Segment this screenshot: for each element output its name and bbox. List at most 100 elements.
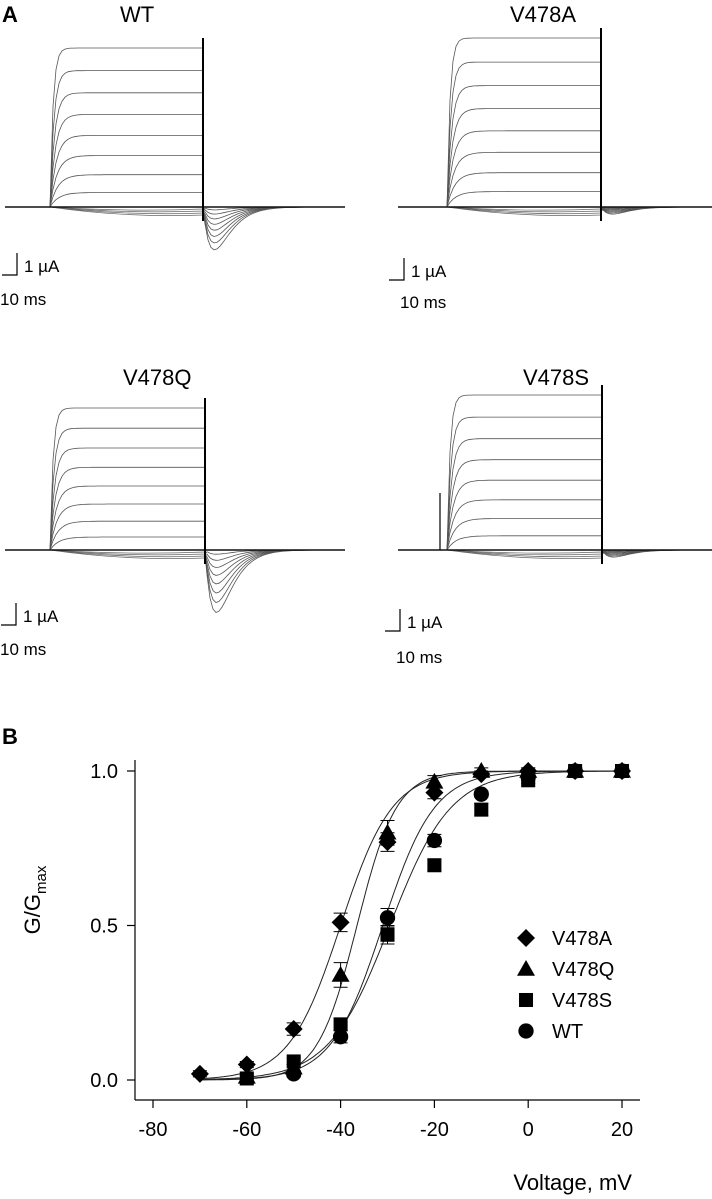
panel-a-letter: A (2, 2, 18, 27)
current-trace (5, 536, 345, 556)
inward-trace (49, 206, 204, 215)
inward-trace (49, 549, 206, 554)
data-point (378, 823, 397, 840)
current-trace (5, 447, 345, 594)
current-trace (398, 191, 711, 212)
current-trace (398, 479, 712, 556)
inward-trace (446, 549, 603, 559)
data-point (239, 1071, 254, 1086)
current-trace (5, 485, 345, 576)
current-trace (5, 70, 343, 244)
inward-trace (49, 549, 206, 559)
data-point (380, 927, 395, 942)
scale-time-label: 10 ms (0, 640, 46, 659)
scale-current-label: 1 µA (407, 613, 443, 632)
legend-marker-v478q (517, 960, 535, 976)
current-trace (398, 499, 712, 556)
trace-title: WT (120, 2, 154, 27)
data-point (425, 772, 444, 789)
inward-trace (49, 549, 206, 556)
current-trace (398, 85, 711, 213)
data-point (237, 1055, 256, 1074)
current-trace (398, 151, 711, 213)
data-point (332, 1029, 349, 1045)
x-tick-label: 0 (523, 1119, 534, 1141)
inward-trace (49, 549, 206, 558)
y-axis-label: G/Gmax (20, 865, 50, 934)
data-point (472, 762, 491, 778)
trace-panel-wt: WT 1 µA 10 ms (0, 2, 345, 309)
data-point (190, 1064, 209, 1083)
current-trace (5, 520, 345, 561)
scale-time-label: 10 ms (400, 293, 446, 312)
y-tick-label: 0.5 (90, 916, 118, 938)
data-point (473, 786, 489, 802)
legend-label-v478a: V478A (552, 928, 613, 950)
data-point (379, 910, 396, 926)
panel-b-letter: B (2, 724, 18, 749)
data-point (284, 1020, 303, 1039)
data-point (331, 965, 350, 982)
current-trace (398, 438, 712, 556)
scale-current-label: 1 µA (411, 262, 447, 281)
current-trace (398, 518, 712, 556)
data-point (426, 832, 443, 849)
scale-bar (385, 609, 401, 632)
x-tick-label: -20 (420, 1119, 449, 1141)
data-point (427, 858, 442, 873)
data-point (286, 1066, 302, 1082)
current-trace (398, 61, 711, 214)
data-point (567, 763, 583, 779)
y-tick-label: 0.0 (90, 1070, 118, 1092)
data-point (333, 1017, 348, 1032)
scale-bar (2, 253, 18, 276)
inward-trace (446, 549, 603, 556)
inward-trace (446, 206, 602, 215)
legend-label-v478s: V478S (552, 990, 612, 1012)
current-trace (398, 394, 712, 558)
scale-time-label: 10 ms (0, 290, 46, 309)
legend-marker-v478s (518, 992, 534, 1008)
current-trace (5, 503, 345, 568)
trace-panel-v478a: V478A 1 µA 10 ms (389, 2, 712, 312)
current-trace (398, 37, 711, 215)
inward-trace (446, 206, 602, 211)
x-tick-label: -40 (326, 1119, 355, 1141)
trace-title: V478A (510, 2, 576, 27)
scale-bar (1, 603, 17, 626)
current-trace (398, 108, 711, 213)
current-trace (398, 459, 712, 556)
current-trace (5, 466, 345, 585)
legend-label-v478q: V478Q (552, 959, 614, 981)
current-trace (398, 535, 712, 555)
series-wt (286, 763, 630, 1082)
current-trace (398, 130, 711, 213)
inward-trace (446, 549, 603, 558)
conductance-voltage-chart: -80 -60 -40 -20 0 20 0.0 0.5 1.0 Voltage, mV G/Gma… (20, 760, 640, 1195)
legend: V478A V478Q V478S WT (517, 928, 614, 1043)
legend-marker-wt (518, 1023, 534, 1039)
scale-time-label: 10 ms (396, 648, 442, 667)
scale-current-label: 1 µA (24, 257, 60, 276)
inward-trace (49, 206, 204, 213)
current-trace (5, 192, 343, 213)
current-trace (5, 114, 343, 231)
current-trace (5, 427, 345, 603)
legend-label-wt: WT (552, 1021, 583, 1043)
inward-trace (49, 206, 204, 216)
x-tick-label: -60 (232, 1119, 261, 1141)
data-point (520, 769, 536, 785)
inward-trace (446, 206, 602, 213)
inward-trace (49, 206, 204, 211)
inward-trace (446, 206, 602, 216)
trace-title: V478S (523, 365, 589, 390)
data-point (286, 1054, 301, 1069)
x-tick-label: -80 (139, 1119, 168, 1141)
x-axis-label: Voltage, mV (513, 1170, 632, 1195)
legend-marker-v478a (517, 929, 535, 947)
trace-panel-v478s: V478S 1 µA 10 ms (385, 365, 712, 667)
data-point (474, 802, 489, 817)
current-trace (5, 174, 343, 215)
